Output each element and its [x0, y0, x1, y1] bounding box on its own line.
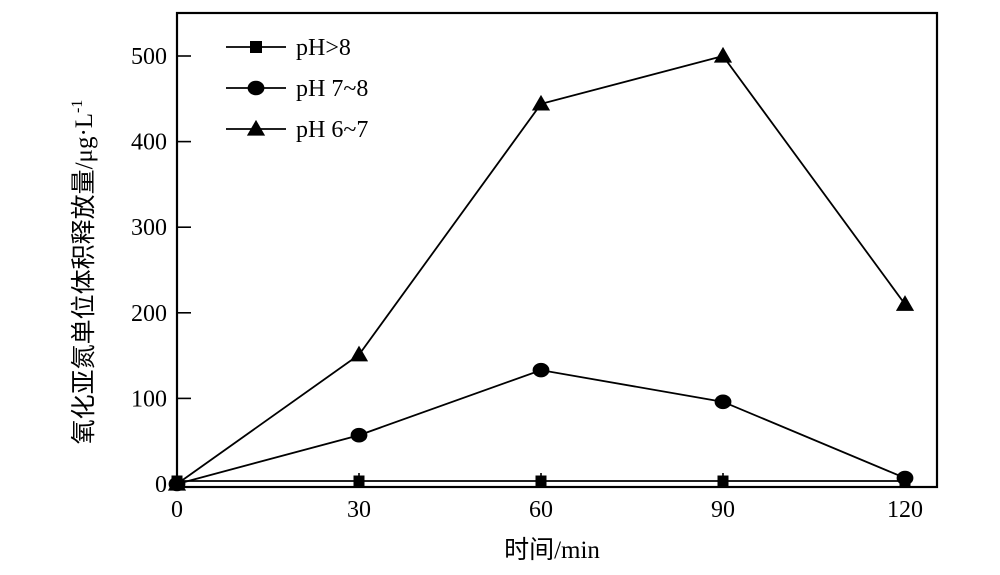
- circle-icon: [247, 80, 265, 96]
- data-point: [714, 394, 732, 410]
- square-icon: [250, 41, 262, 53]
- y-axis-title-text: 氧化亚氮单位体积释放量/μg·L: [70, 113, 98, 444]
- data-point: [532, 362, 550, 378]
- y-axis-title-superscript: -1: [69, 100, 86, 113]
- series-triangle: [167, 46, 915, 491]
- legend-item: pH 6~7: [226, 117, 368, 143]
- legend-item: pH 7~8: [226, 76, 368, 102]
- legend-item: pH>8: [226, 35, 351, 61]
- legend-label: pH 7~8: [296, 76, 368, 102]
- y-tick-label: 300: [131, 215, 167, 241]
- data-point: [713, 46, 733, 63]
- data-point: [717, 475, 729, 487]
- data-point: [535, 475, 547, 487]
- y-tick-label: 400: [131, 130, 167, 156]
- data-point: [896, 470, 914, 486]
- x-tick-label: 120: [887, 497, 923, 523]
- legend-label: pH 6~7: [296, 117, 368, 143]
- legend: pH>8 pH 7~8 pH 6~7: [226, 35, 368, 143]
- x-tick-label: 30: [347, 497, 371, 523]
- plot-frame: [175, 11, 939, 489]
- y-axis-title: 氧化亚氮单位体积释放量/μg·L-1: [69, 100, 98, 445]
- triangle-icon: [246, 119, 266, 136]
- y-tick-label: 0: [155, 472, 167, 498]
- x-axis: 0 30 60 90 120: [171, 473, 923, 523]
- data-point: [349, 345, 369, 362]
- plot-border: [175, 11, 939, 489]
- y-tick-label: 200: [131, 301, 167, 327]
- y-tick-label: 100: [131, 386, 167, 412]
- y-tick-label: 500: [131, 44, 167, 70]
- data-point: [167, 474, 187, 491]
- x-tick-label: 0: [171, 497, 183, 523]
- data-point: [353, 475, 365, 487]
- series-layer: [167, 46, 915, 492]
- x-tick-label: 90: [711, 497, 735, 523]
- y-axis: 0 100 200 300 400 500: [131, 44, 191, 498]
- series-circle: [168, 362, 914, 492]
- data-point: [531, 94, 551, 111]
- legend-label: pH>8: [296, 35, 351, 61]
- data-point: [350, 427, 368, 443]
- series-line: [176, 369, 906, 485]
- series-line: [176, 54, 906, 485]
- series-square: [171, 475, 911, 487]
- x-axis-title: 时间/min: [504, 536, 600, 564]
- data-point: [895, 295, 915, 311]
- x-tick-label: 60: [529, 497, 553, 523]
